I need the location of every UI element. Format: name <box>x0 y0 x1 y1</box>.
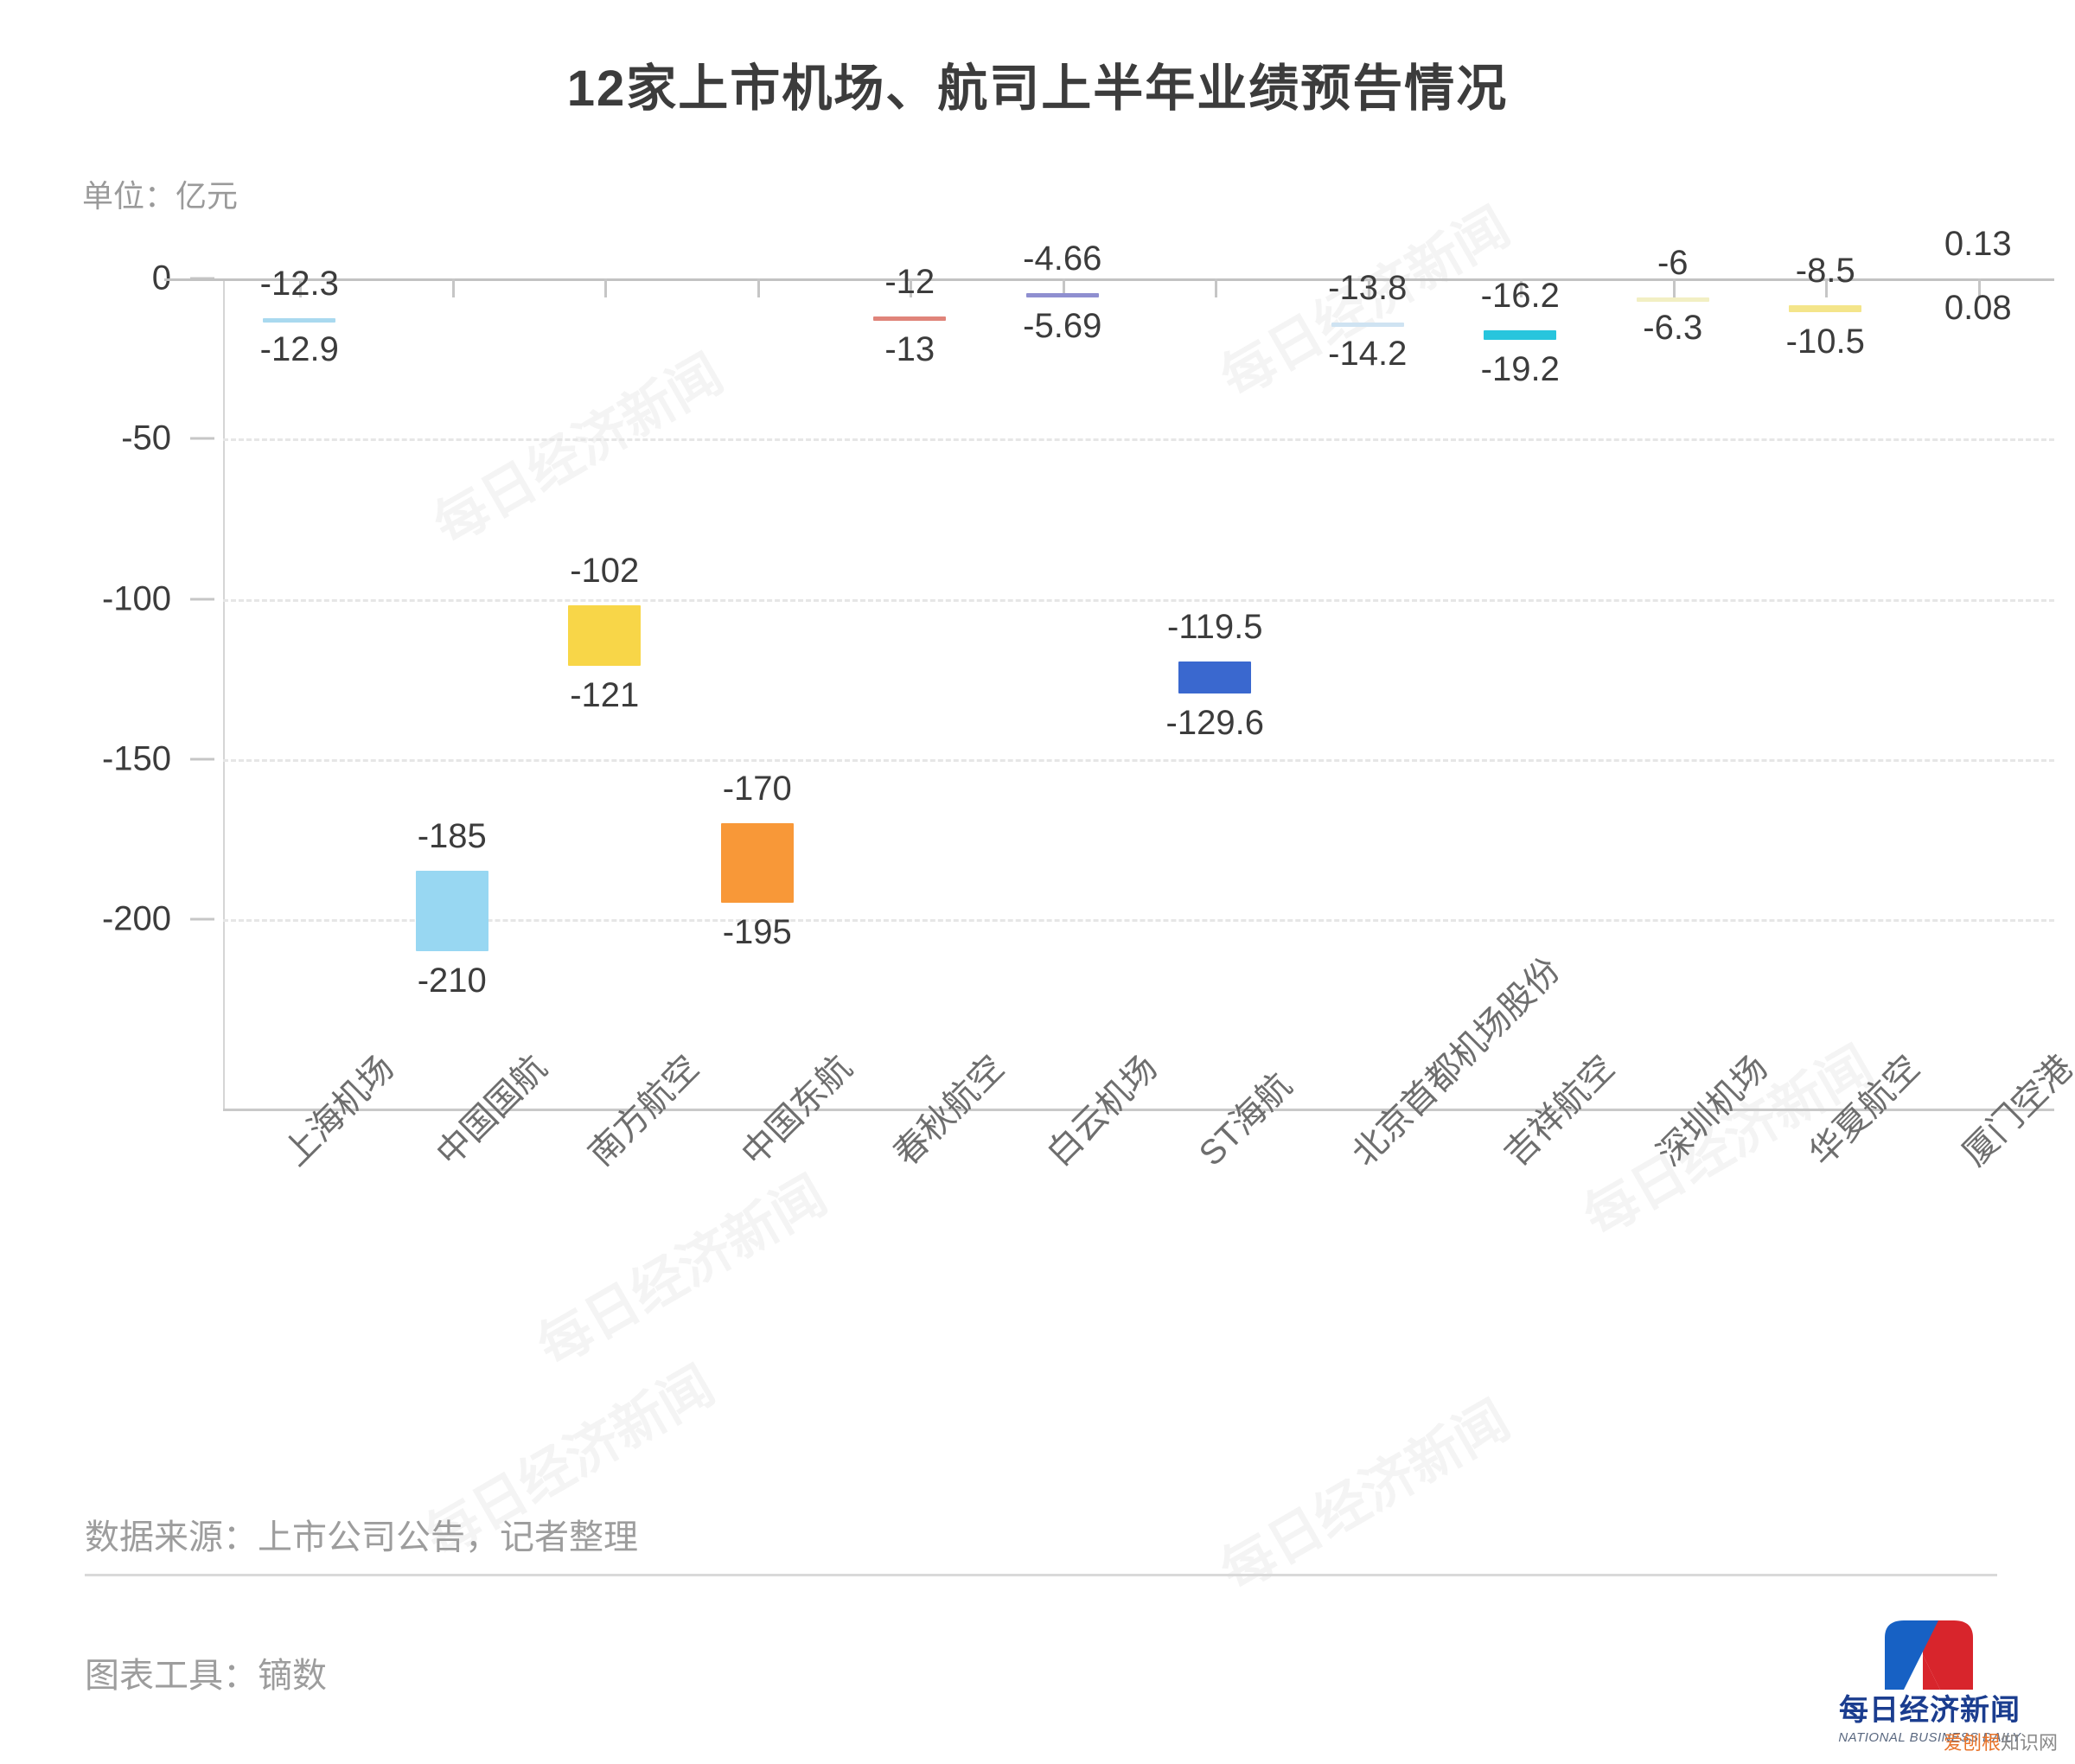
bar-value-label-lower: -195 <box>722 913 792 952</box>
y-axis-tick-label: 0 <box>151 259 171 297</box>
x-axis-tick-mark <box>910 278 913 297</box>
bar-10[interactable] <box>1636 297 1709 303</box>
nbd-logo-icon <box>1885 1620 1973 1690</box>
chart-plot-area <box>223 278 2027 1109</box>
chart-tool-note: 图表工具：镝数 <box>85 1657 327 1695</box>
bar-value-label-lower: -14.2 <box>1328 334 1408 373</box>
gridline <box>223 438 2054 442</box>
watermark: 每日经济新闻 <box>520 1153 838 1381</box>
brand-logo: 每日经济新闻 NATIONAL BUSINESS DAILY <box>1826 1619 2034 1745</box>
bar-9[interactable] <box>1484 330 1557 341</box>
x-axis-tick-mark <box>1520 278 1523 297</box>
x-axis-line <box>223 1109 2054 1111</box>
gridline <box>223 598 2054 602</box>
bar-value-label-upper: -12.3 <box>259 264 339 303</box>
bar-value-label-lower: -121 <box>570 676 640 715</box>
bar-4[interactable] <box>720 822 794 904</box>
zero-baseline <box>164 278 2054 281</box>
bar-8[interactable] <box>1331 323 1404 328</box>
logo-text-en: NATIONAL BUSINESS DAILY <box>1838 1730 2021 1746</box>
watermark: 每日经济新闻 <box>1204 1377 1521 1606</box>
bar-value-label-lower: -10.5 <box>1785 322 1865 361</box>
corner-watermark-rest: 知识网 <box>2000 1732 2058 1754</box>
bar-value-label-upper: -12 <box>884 263 935 302</box>
bar-value-label-upper: -102 <box>570 551 640 590</box>
y-axis-tick-label: -100 <box>101 579 171 617</box>
x-axis-tick-mark <box>299 278 303 297</box>
axis-unit-label: 单位：亿元 <box>82 178 239 214</box>
bar-value-label-upper: -8.5 <box>1795 252 1855 291</box>
y-axis-tick-mark <box>190 757 214 761</box>
bar-value-label-upper: 0.13 <box>1944 224 2012 263</box>
logo-text-cn: 每日经济新闻 <box>1839 1694 2021 1727</box>
x-axis-tick-mark <box>604 278 608 297</box>
x-axis-tick-mark <box>1062 278 1065 297</box>
bar-2[interactable] <box>415 871 488 952</box>
gridline <box>223 919 2054 922</box>
bar-value-label-lower: -6.3 <box>1643 309 1703 348</box>
bar-value-label-lower: -5.69 <box>1023 307 1102 346</box>
corner-watermark: 爱刨根知识网 <box>1944 1728 2058 1755</box>
bar-value-label-lower: -13 <box>884 330 935 369</box>
y-axis-tick-label: -50 <box>121 419 171 457</box>
bar-value-label-lower: -19.2 <box>1480 350 1560 389</box>
x-axis-tick-mark <box>1977 278 1981 297</box>
x-axis-tick-mark <box>757 278 760 297</box>
y-axis-tick-mark <box>190 598 214 600</box>
bar-value-label-upper: -4.66 <box>1023 240 1102 278</box>
bar-7[interactable] <box>1178 661 1252 694</box>
bar-5[interactable] <box>873 316 947 322</box>
y-axis-tick-label: -150 <box>101 739 171 778</box>
bar-value-label-lower: -210 <box>417 962 487 1000</box>
bar-3[interactable] <box>568 604 642 667</box>
data-source-note: 数据来源：上市公司公告，记者整理 <box>85 1518 638 1556</box>
bar-value-label-upper: -6 <box>1657 244 1689 283</box>
bar-value-label-upper: -170 <box>722 769 792 808</box>
x-axis-tick-mark <box>1825 278 1829 297</box>
bar-11[interactable] <box>1789 305 1862 312</box>
bar-value-label-lower: 0.08 <box>1944 288 2012 327</box>
y-axis-tick-mark <box>190 437 214 440</box>
y-axis-line <box>223 278 225 1110</box>
corner-watermark-hot: 爱刨根 <box>1943 1732 2001 1754</box>
x-axis-tick-mark <box>1367 278 1370 297</box>
bar-value-label-upper: -13.8 <box>1328 269 1408 308</box>
page-title: 12家上市机场、航司上半年业绩预告情况 <box>566 61 1509 117</box>
x-axis-tick-mark <box>451 278 455 297</box>
x-axis-tick-mark <box>1215 278 1218 297</box>
y-axis-tick-mark <box>190 917 214 921</box>
footer-divider <box>85 1574 1997 1576</box>
bar-value-label-upper: -185 <box>417 817 487 856</box>
bar-6[interactable] <box>1025 293 1099 298</box>
x-axis-tick-mark <box>1672 278 1676 297</box>
bar-value-label-upper: -119.5 <box>1167 607 1263 646</box>
bar-value-label-lower: -129.6 <box>1165 704 1264 743</box>
y-axis-tick-label: -200 <box>101 899 171 938</box>
bar-value-label-upper: -16.2 <box>1480 277 1560 316</box>
gridline <box>223 758 2054 762</box>
bar-value-label-lower: -12.9 <box>259 329 339 368</box>
bar-1[interactable] <box>263 317 336 323</box>
